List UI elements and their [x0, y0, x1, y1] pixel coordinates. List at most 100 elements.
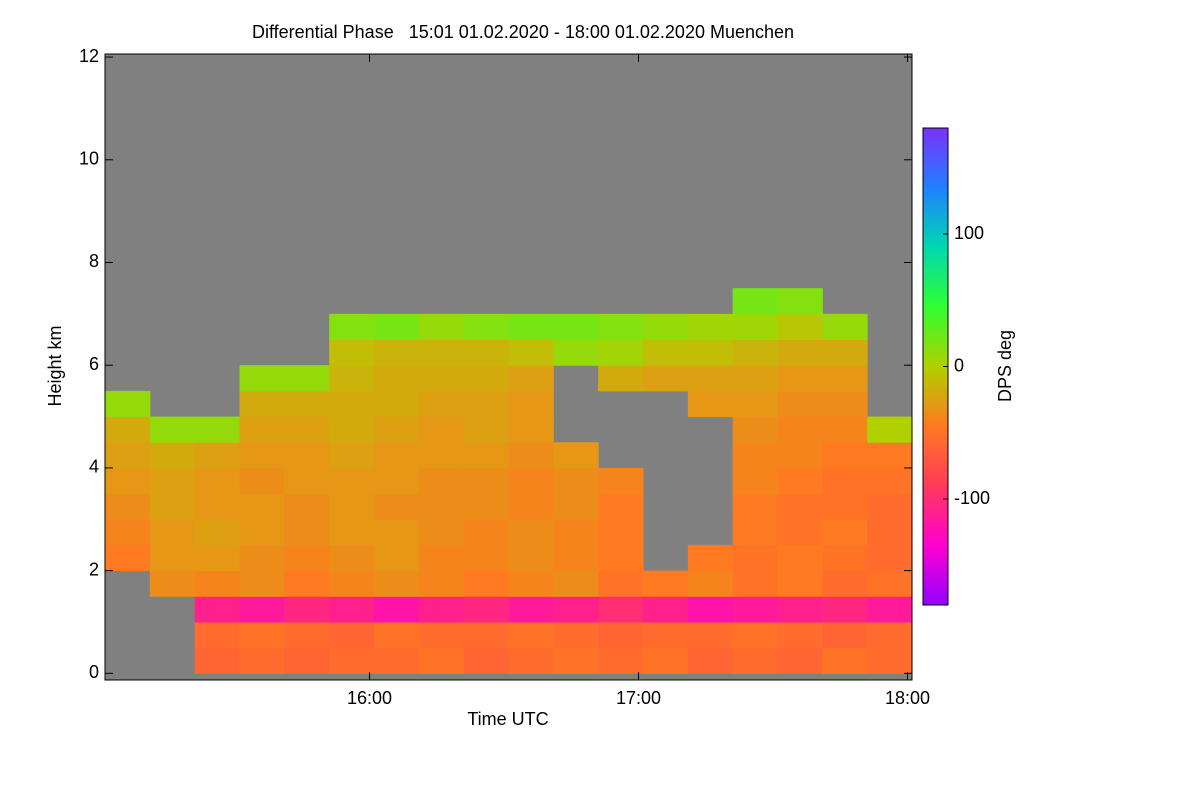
- heatmap-cell: [598, 493, 644, 520]
- heatmap-cell: [687, 390, 734, 418]
- heatmap-cell: [508, 570, 554, 597]
- heatmap-cell: [598, 570, 644, 597]
- heatmap-cell: [374, 544, 420, 572]
- heatmap-cell: [374, 365, 420, 392]
- heatmap-cell: [687, 365, 734, 392]
- y-tick-label: 4: [89, 457, 99, 477]
- heatmap-cell: [463, 621, 509, 649]
- heatmap-cell: [149, 416, 196, 443]
- colorbar-tick-label: 100: [954, 223, 984, 243]
- heatmap-cell: [149, 442, 196, 469]
- heatmap-cell: [553, 493, 599, 520]
- heatmap-cell: [105, 467, 151, 495]
- heatmap-cell: [149, 570, 196, 597]
- heatmap-cell: [418, 544, 465, 572]
- heatmap-cell: [553, 647, 599, 674]
- heatmap-cell: [508, 442, 554, 469]
- heatmap-cell: [418, 467, 465, 495]
- heatmap-cell: [329, 313, 375, 341]
- heatmap-cell: [598, 519, 644, 546]
- heatmap-cell: [329, 339, 375, 366]
- heatmap-cell: [463, 442, 509, 469]
- x-tick-label: 16:00: [347, 688, 392, 708]
- heatmap-cell: [418, 621, 465, 649]
- heatmap-cell: [149, 519, 196, 546]
- heatmap-cell: [284, 365, 330, 392]
- heatmap-cell: [329, 442, 375, 469]
- heatmap-cell: [822, 442, 868, 469]
- heatmap-cell: [777, 416, 823, 443]
- heatmap-cell: [284, 416, 330, 443]
- heatmap-cell: [822, 493, 868, 520]
- heatmap-cell: [508, 519, 554, 546]
- heatmap-cell: [284, 544, 330, 572]
- heatmap-cell: [732, 570, 778, 597]
- heatmap-cell: [777, 570, 823, 597]
- heatmap-cell: [732, 339, 778, 366]
- heatmap-cell: [777, 467, 823, 495]
- heatmap-cell: [553, 339, 599, 366]
- heatmap-cell: [418, 313, 465, 341]
- heatmap-cell: [777, 493, 823, 520]
- heatmap-cell: [284, 647, 330, 674]
- heatmap-cell: [194, 596, 240, 623]
- heatmap-cell: [149, 493, 196, 520]
- heatmap-cell: [732, 467, 778, 495]
- plot-frame: [104, 53, 913, 681]
- heatmap-cell: [732, 544, 778, 572]
- heatmap-cell: [194, 442, 240, 469]
- heatmap-cell: [777, 519, 823, 546]
- heatmap-cell: [732, 390, 778, 418]
- heatmap-cell: [553, 442, 599, 469]
- heatmap-cell: [687, 339, 734, 366]
- heatmap-cell: [463, 519, 509, 546]
- heatmap-cell: [822, 570, 868, 597]
- heatmap-cell: [463, 647, 509, 674]
- heatmap-cell: [822, 544, 868, 572]
- heatmap-cell: [463, 493, 509, 520]
- heatmap-cell: [508, 467, 554, 495]
- heatmap-cell: [598, 467, 644, 495]
- heatmap-cell: [149, 467, 196, 495]
- heatmap-cell: [508, 621, 554, 649]
- heatmap-cell: [374, 416, 420, 443]
- y-tick-label: 6: [89, 354, 99, 374]
- y-tick-label: 2: [89, 559, 99, 579]
- heatmap-cell: [643, 570, 689, 597]
- heatmap-cell: [418, 442, 465, 469]
- heatmap-cell: [463, 570, 509, 597]
- heatmap-cell: [553, 596, 599, 623]
- heatmap-cell: [374, 467, 420, 495]
- heatmap-cell: [643, 365, 689, 392]
- heatmap-cell: [239, 596, 285, 623]
- heatmap-cell: [822, 621, 868, 649]
- heatmap-cell: [418, 519, 465, 546]
- heatmap-cell: [239, 390, 285, 418]
- heatmap-cell: [463, 365, 509, 392]
- heatmap-cell: [463, 339, 509, 366]
- y-tick-label: 12: [79, 46, 99, 66]
- heatmap-cell: [239, 519, 285, 546]
- heatmap-cell: [374, 519, 420, 546]
- heatmap-cell: [732, 288, 778, 315]
- heatmap-cell: [687, 596, 734, 623]
- heatmap-cell: [732, 442, 778, 469]
- heatmap-cell: [374, 570, 420, 597]
- heatmap-cell: [867, 596, 913, 623]
- y-tick-label: 8: [89, 251, 99, 271]
- heatmap-cell: [822, 596, 868, 623]
- heatmap-cell: [508, 390, 554, 418]
- heatmap-cell: [867, 544, 913, 572]
- heatmap-cell: [822, 519, 868, 546]
- heatmap-cell: [822, 339, 868, 366]
- heatmap-cell: [867, 442, 913, 469]
- heatmap-cell: [643, 647, 689, 674]
- heatmap-cell: [284, 519, 330, 546]
- heatmap-cell: [508, 647, 554, 674]
- heatmap-cell: [329, 519, 375, 546]
- heatmap-cell: [867, 570, 913, 597]
- heatmap-cell: [284, 390, 330, 418]
- heatmap-cell: [463, 416, 509, 443]
- heatmap-cell: [239, 544, 285, 572]
- heatmap-cell: [508, 339, 554, 366]
